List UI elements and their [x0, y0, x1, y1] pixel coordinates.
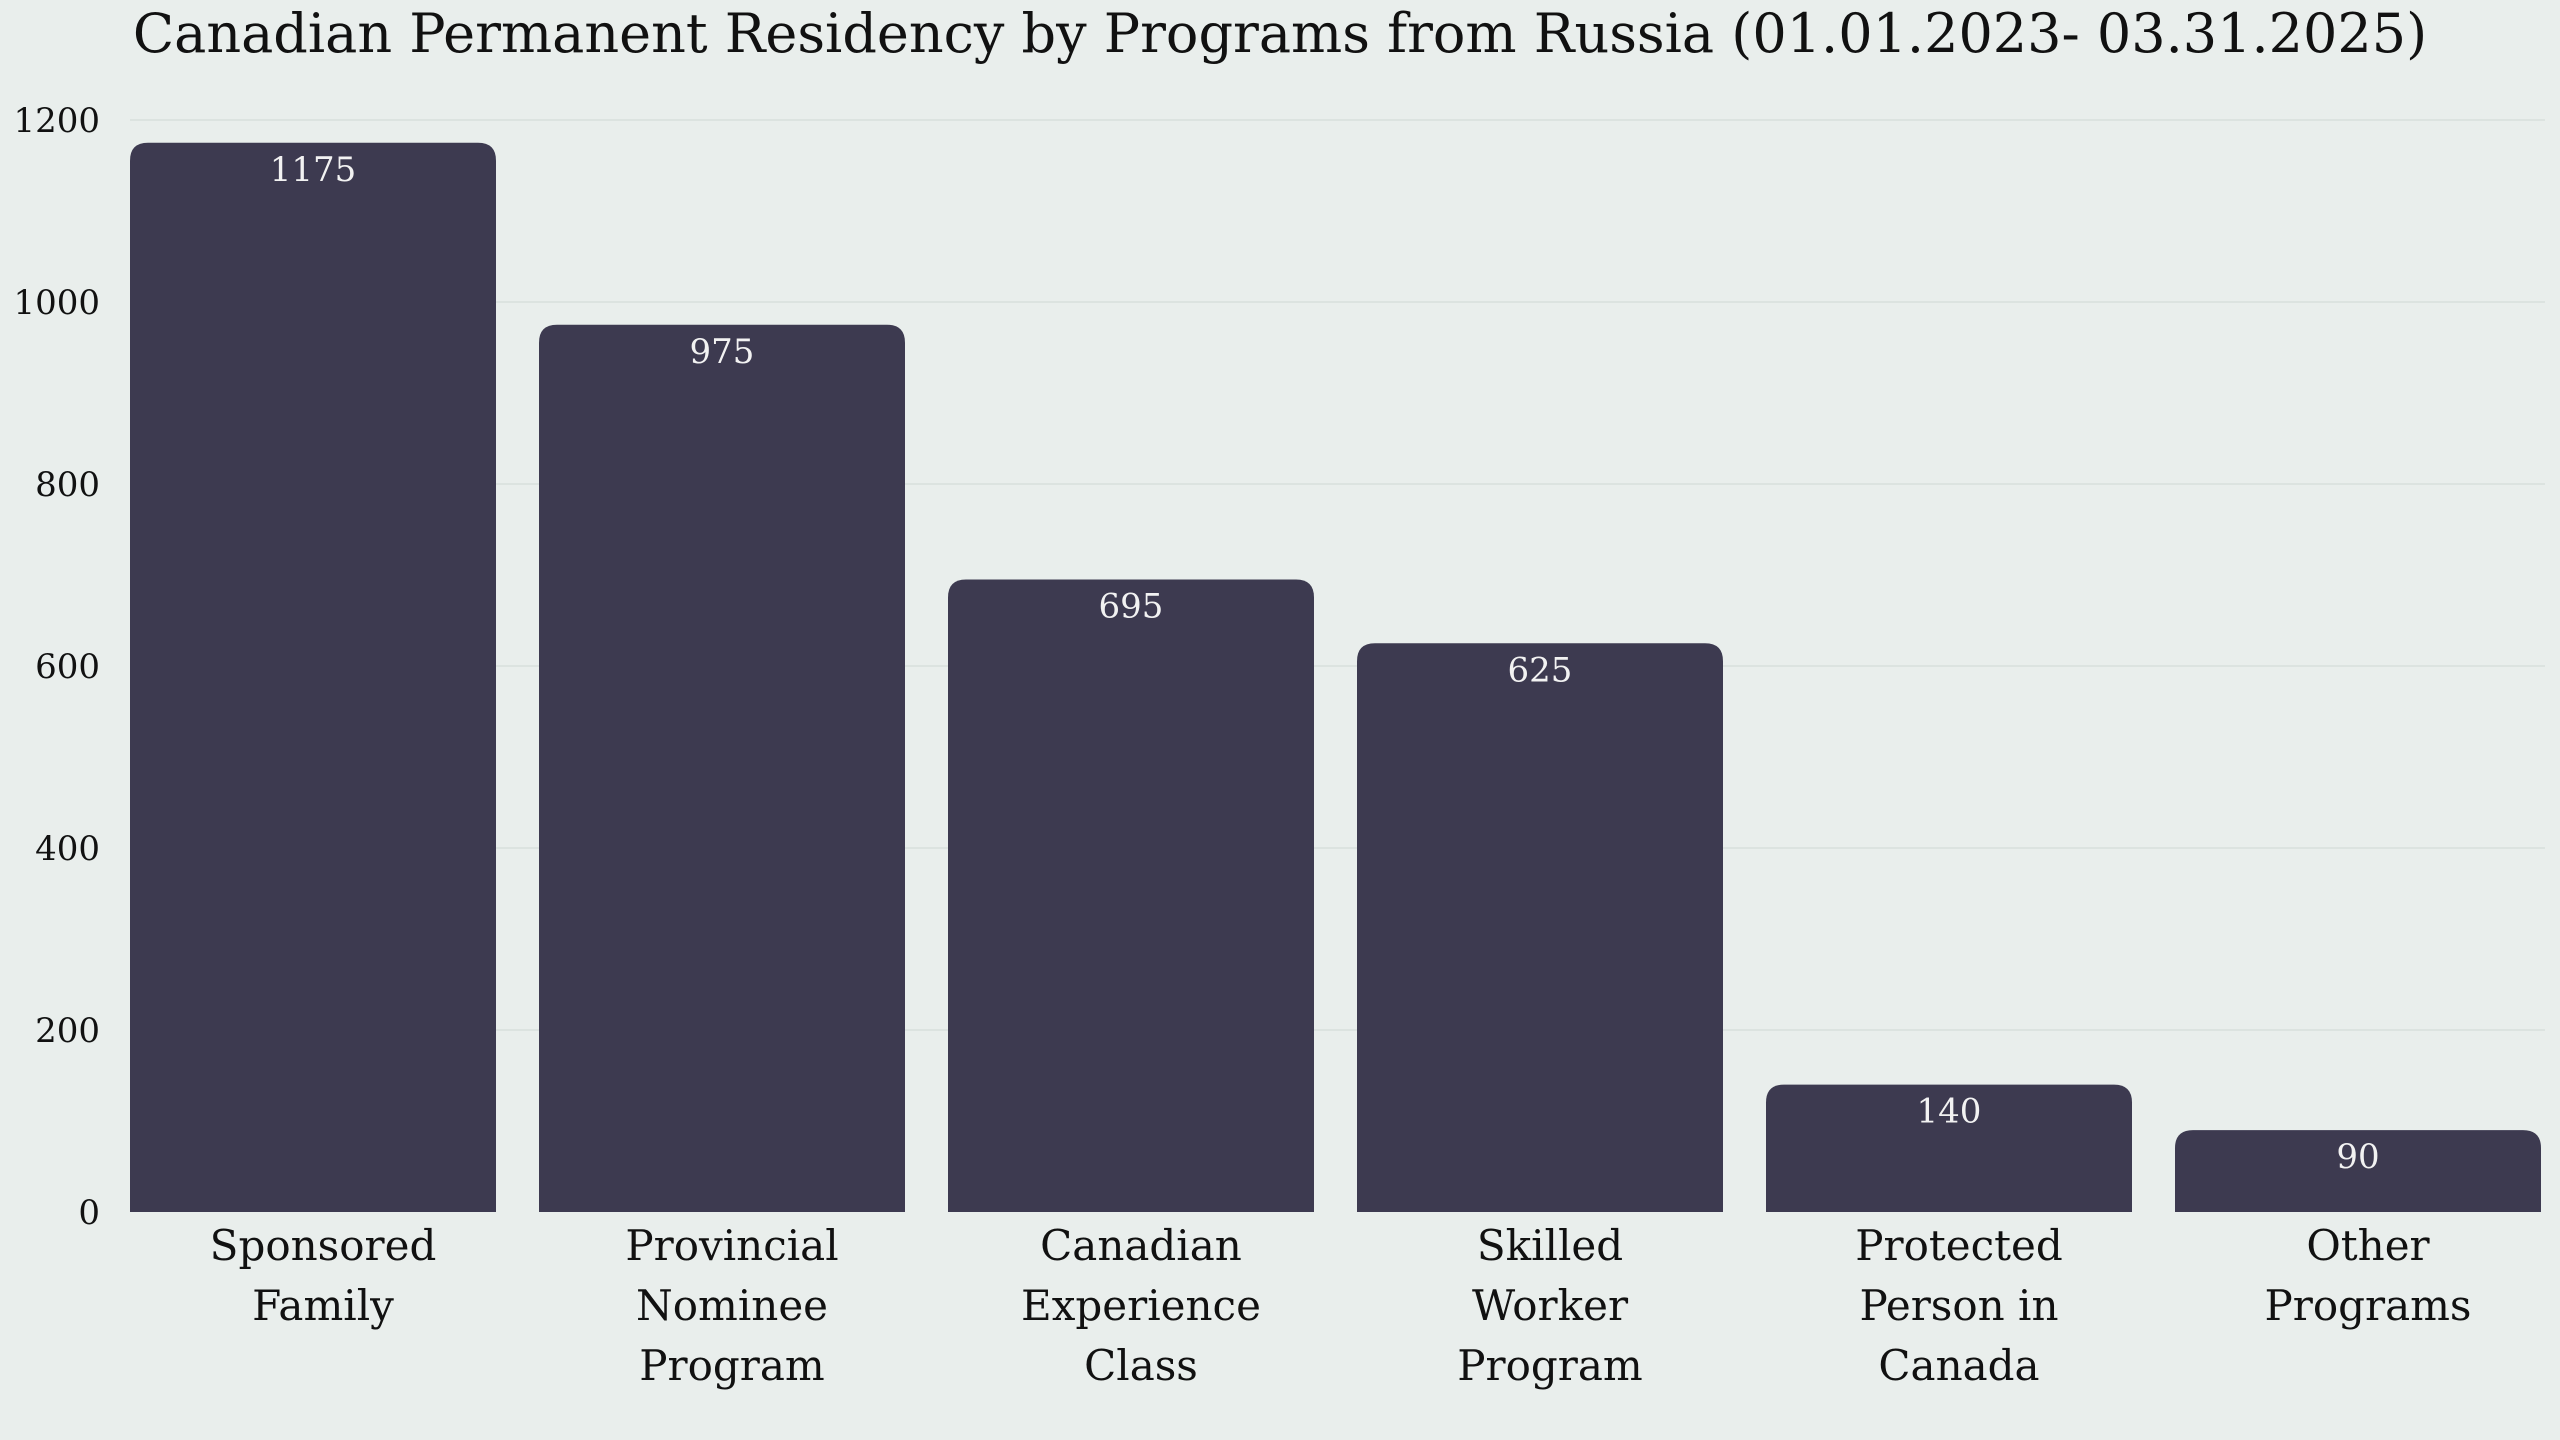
x-tick-label-line: Protected [1855, 1221, 2063, 1270]
x-tick-label-line: Program [1457, 1341, 1642, 1390]
x-tick-label-line: Class [1084, 1341, 1198, 1390]
x-tick-label-line: Person in [1859, 1281, 2058, 1330]
y-axis-ticks: 0 200 400 600 800 1000 1200 [13, 101, 100, 1233]
x-tick-label: Provincial Nominee Program [625, 1221, 838, 1390]
bar [948, 579, 1314, 1212]
x-tick-label-line: Sponsored [210, 1221, 437, 1270]
x-tick-label-line: Worker [1472, 1281, 1629, 1330]
x-tick-label: Protected Person in Canada [1855, 1221, 2063, 1390]
grid-lines [130, 119, 2545, 1031]
x-tick-label-line: Canada [1878, 1341, 2039, 1390]
y-tick-label: 800 [35, 465, 100, 505]
x-tick-label-line: Other [2306, 1221, 2430, 1270]
bar-value-label: 140 [1917, 1092, 1982, 1132]
x-tick-label: Canadian Experience Class [1021, 1221, 1261, 1390]
x-axis-ticks: Sponsored Family Provincial Nominee Program C… [210, 1221, 2472, 1390]
bar [1766, 1084, 2132, 1212]
y-tick-label: 1000 [13, 283, 100, 323]
y-tick-label: 1200 [13, 101, 100, 141]
x-tick-label-line: Program [639, 1341, 824, 1390]
bar-value-label: 1175 [270, 150, 357, 190]
x-tick-label: Sponsored Family [210, 1221, 437, 1330]
x-tick-label: Other Programs [2264, 1221, 2471, 1330]
x-tick-label-line: Canadian [1040, 1221, 1242, 1270]
y-tick-label: 200 [35, 1011, 100, 1051]
x-tick-label-line: Family [252, 1281, 394, 1330]
bar [2175, 1130, 2541, 1212]
bar-value-labels: 1175 975 695 625 140 90 [270, 150, 2380, 1177]
y-tick-label: 400 [35, 829, 100, 869]
x-tick-label-line: Skilled [1477, 1221, 1623, 1270]
bar-value-label: 625 [1508, 650, 1573, 690]
y-tick-label: 0 [78, 1193, 100, 1233]
bar-value-label: 695 [1099, 587, 1164, 627]
x-tick-label-line: Experience [1021, 1281, 1261, 1330]
bar [130, 142, 496, 1212]
bar-value-label: 975 [690, 332, 755, 372]
x-tick-label-line: Programs [2264, 1281, 2471, 1330]
chart-title: Canadian Permanent Residency by Programs… [133, 2, 2427, 65]
bar [539, 324, 905, 1212]
bar-value-label: 90 [2336, 1137, 2379, 1177]
bars [130, 142, 2541, 1212]
x-tick-label: Skilled Worker Program [1457, 1221, 1642, 1390]
bar [1357, 643, 1723, 1212]
x-tick-label-line: Provincial [625, 1221, 838, 1270]
y-tick-label: 600 [35, 647, 100, 687]
x-tick-label-line: Nominee [636, 1281, 828, 1330]
